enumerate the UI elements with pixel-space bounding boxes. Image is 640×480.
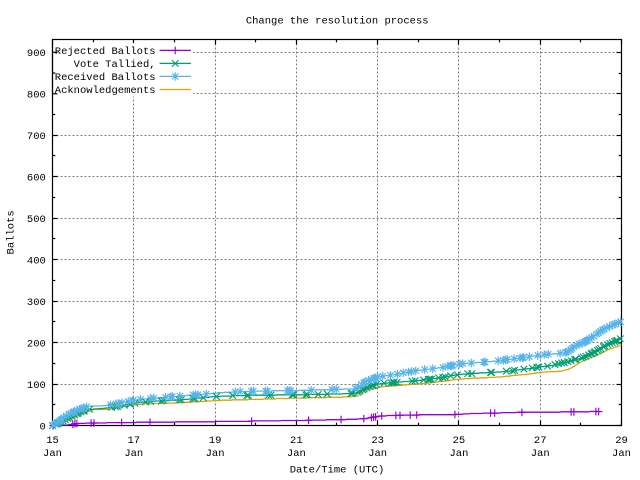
svg-text:21: 21 bbox=[290, 435, 303, 447]
svg-text:Jan: Jan bbox=[612, 448, 631, 460]
svg-text:Jan: Jan bbox=[43, 448, 62, 460]
svg-text:29: 29 bbox=[615, 435, 628, 447]
svg-text:300: 300 bbox=[27, 297, 46, 309]
svg-text:200: 200 bbox=[27, 338, 46, 350]
svg-text:100: 100 bbox=[27, 380, 46, 392]
svg-text:Jan: Jan bbox=[287, 448, 306, 460]
svg-text:Jan: Jan bbox=[368, 448, 387, 460]
svg-text:Acknowledgements: Acknowledgements bbox=[55, 85, 156, 97]
svg-text:Jan: Jan bbox=[449, 448, 468, 460]
svg-text:Jan: Jan bbox=[124, 448, 143, 460]
svg-text:Vote Tallied,: Vote Tallied, bbox=[74, 59, 156, 71]
svg-text:800: 800 bbox=[27, 90, 46, 102]
svg-text:Ballots: Ballots bbox=[6, 210, 18, 254]
svg-text:27: 27 bbox=[534, 435, 547, 447]
svg-text:Date/Time (UTC): Date/Time (UTC) bbox=[290, 465, 385, 477]
svg-text:17: 17 bbox=[127, 435, 140, 447]
svg-text:15: 15 bbox=[46, 435, 59, 447]
svg-text:500: 500 bbox=[27, 214, 46, 226]
svg-text:400: 400 bbox=[27, 255, 46, 267]
svg-text:900: 900 bbox=[27, 48, 46, 60]
svg-text:Change the resolution process: Change the resolution process bbox=[246, 16, 429, 28]
svg-text:23: 23 bbox=[371, 435, 384, 447]
svg-text:Jan: Jan bbox=[206, 448, 225, 460]
svg-text:0: 0 bbox=[39, 421, 45, 433]
svg-text:Rejected Ballots: Rejected Ballots bbox=[55, 46, 156, 58]
svg-text:600: 600 bbox=[27, 172, 46, 184]
svg-text:Received Ballots: Received Ballots bbox=[55, 72, 156, 84]
svg-text:Jan: Jan bbox=[531, 448, 550, 460]
svg-text:19: 19 bbox=[209, 435, 222, 447]
svg-text:700: 700 bbox=[27, 131, 46, 143]
svg-text:25: 25 bbox=[453, 435, 466, 447]
